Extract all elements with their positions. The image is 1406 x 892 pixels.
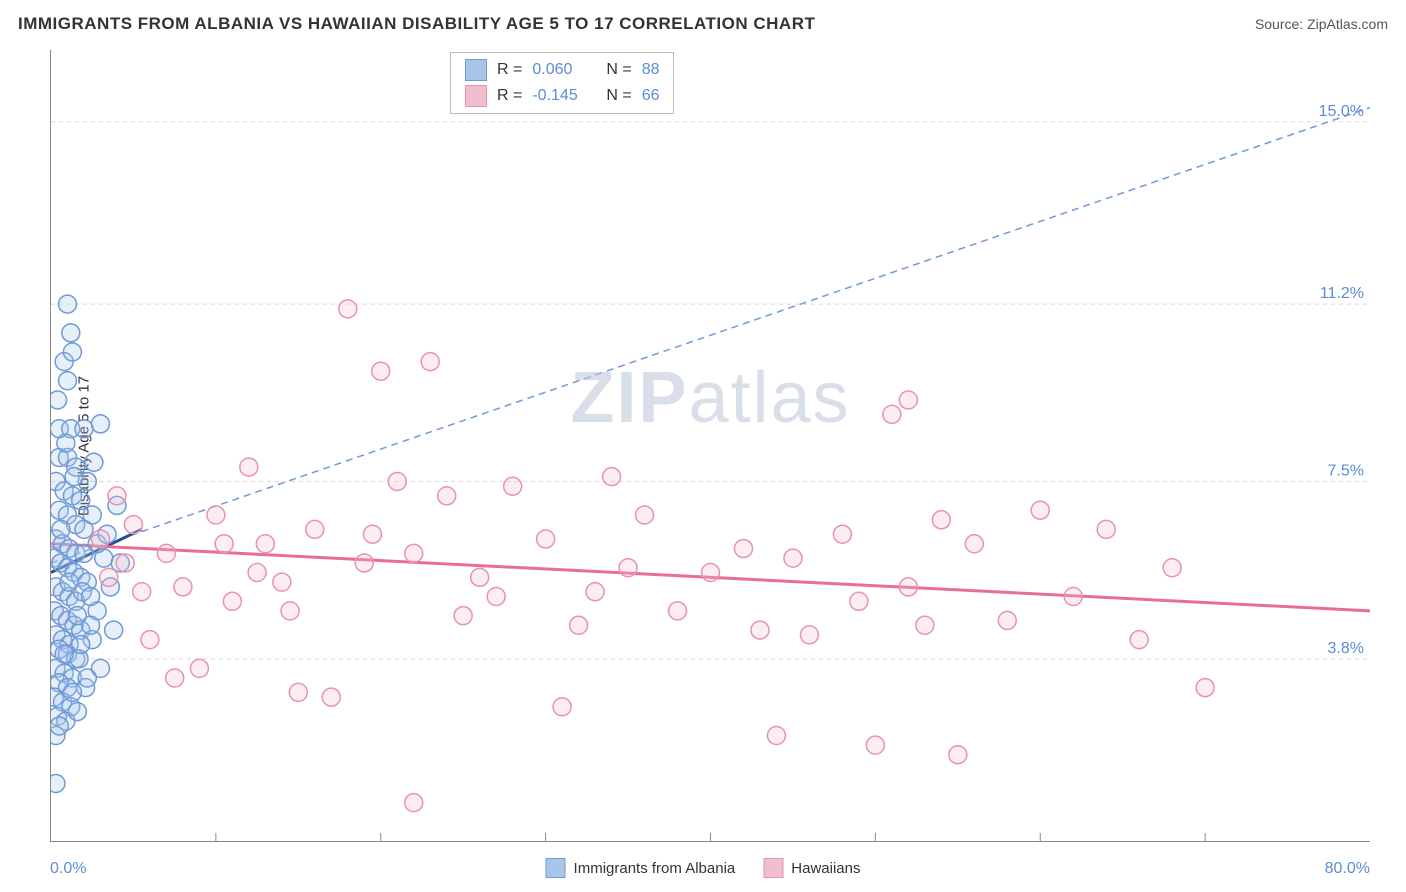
n-label: N = [606, 87, 631, 105]
legend-bottom: Immigrants from Albania Hawaiians [546, 858, 861, 878]
n-label: N = [606, 61, 631, 79]
legend-item-1: Immigrants from Albania [546, 858, 736, 878]
chart-svg: 3.8%7.5%11.2%15.0% [51, 50, 1370, 841]
stats-row-series-1: R = 0.060 N = 88 [465, 57, 659, 83]
r-value-2: -0.145 [532, 87, 596, 105]
legend-swatch-1 [546, 858, 566, 878]
x-min-label: 0.0% [50, 860, 86, 878]
svg-text:3.8%: 3.8% [1328, 640, 1364, 657]
n-value-1: 88 [642, 61, 660, 79]
r-label: R = [497, 61, 522, 79]
legend-label-1: Immigrants from Albania [574, 860, 736, 877]
x-max-label: 80.0% [1325, 860, 1370, 878]
stats-row-series-2: R = -0.145 N = 66 [465, 83, 659, 109]
n-value-2: 66 [642, 87, 660, 105]
source-label: Source: ZipAtlas.com [1255, 16, 1388, 32]
legend-swatch-2 [763, 858, 783, 878]
svg-text:11.2%: 11.2% [1320, 285, 1364, 302]
r-value-1: 0.060 [532, 61, 596, 79]
r-label: R = [497, 87, 522, 105]
svg-text:7.5%: 7.5% [1328, 462, 1364, 479]
swatch-series-1 [465, 59, 487, 81]
swatch-series-2 [465, 85, 487, 107]
chart-title: IMMIGRANTS FROM ALBANIA VS HAWAIIAN DISA… [18, 14, 815, 34]
chart-plot-area: 3.8%7.5%11.2%15.0% ZIPatlas [50, 50, 1370, 842]
legend-label-2: Hawaiians [791, 860, 860, 877]
legend-item-2: Hawaiians [763, 858, 860, 878]
stats-legend-box: R = 0.060 N = 88 R = -0.145 N = 66 [450, 52, 674, 114]
title-bar: IMMIGRANTS FROM ALBANIA VS HAWAIIAN DISA… [18, 14, 1388, 34]
